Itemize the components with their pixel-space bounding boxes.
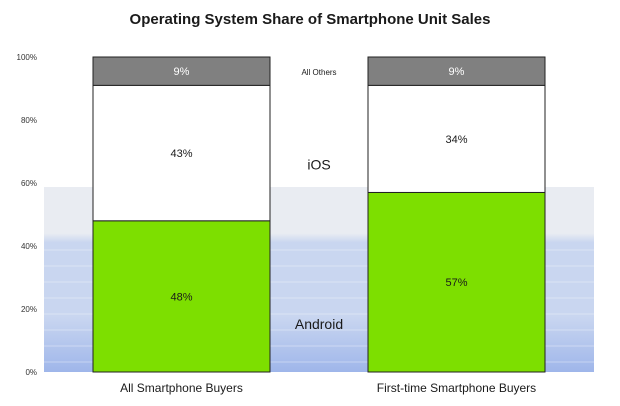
- category-label: All Smartphone Buyers: [120, 381, 243, 395]
- y-tick-label: 40%: [21, 242, 37, 251]
- bar-segment-all-others: [367, 56, 546, 86]
- data-label: 9%: [449, 66, 465, 78]
- y-axis-tick-labels: 0% 20% 40% 60% 80% 100%: [17, 53, 37, 377]
- y-tick-label: 60%: [21, 179, 37, 188]
- series-label-all-others: All Others: [301, 68, 336, 77]
- chart-title: Operating System Share of Smartphone Uni…: [130, 11, 491, 28]
- bars: 48% 43% 9% 57% 34% 9%: [92, 56, 546, 373]
- y-tick-label: 80%: [21, 116, 37, 125]
- data-label: 34%: [445, 134, 467, 146]
- y-tick-label: 20%: [21, 305, 37, 314]
- series-label-android: Android: [295, 316, 343, 332]
- category-labels: All Smartphone Buyers First-time Smartpho…: [120, 381, 536, 395]
- category-label: First-time Smartphone Buyers: [377, 381, 536, 395]
- y-tick-label: 100%: [17, 53, 37, 62]
- series-label-ios: iOS: [307, 157, 330, 173]
- bar-segment-all-others: [92, 56, 271, 86]
- bar-segment-android: [92, 220, 271, 373]
- data-label: 48%: [170, 291, 192, 303]
- data-label: 9%: [174, 66, 190, 78]
- bar-segment-ios: [92, 84, 271, 222]
- data-label: 57%: [445, 277, 467, 289]
- series-labels: Android iOS All Others: [295, 68, 343, 332]
- y-tick-label: 0%: [25, 368, 37, 377]
- data-label: 43%: [170, 148, 192, 160]
- bar-segment-android: [367, 191, 546, 373]
